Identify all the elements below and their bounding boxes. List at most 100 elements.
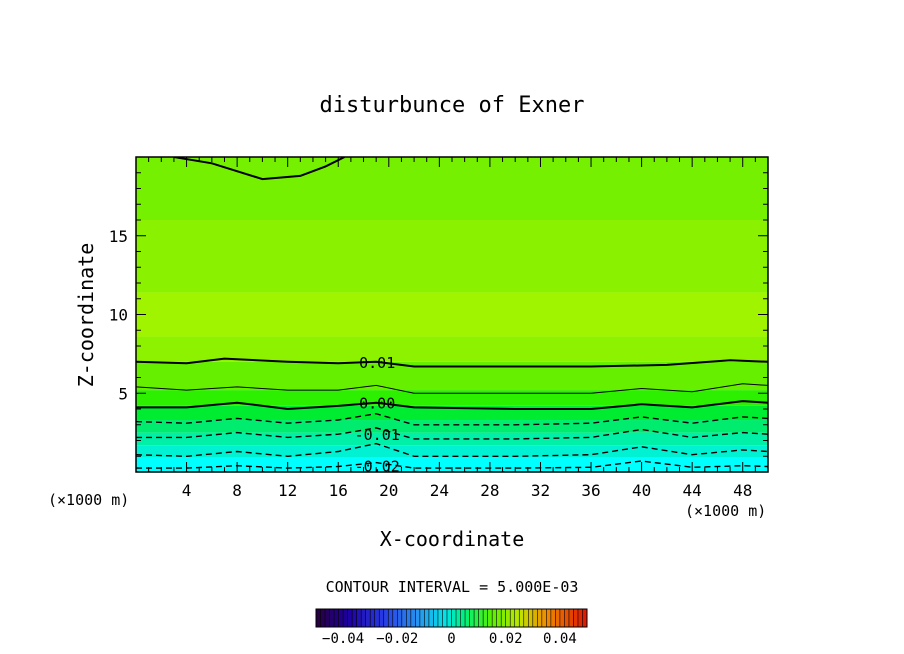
colorbar-cell bbox=[433, 609, 439, 627]
colorbar-cell bbox=[365, 609, 371, 627]
colorbar-cell bbox=[397, 609, 403, 627]
colorbar-cell bbox=[379, 609, 385, 627]
colorbar-cell bbox=[514, 609, 520, 627]
fill-band-7 bbox=[136, 336, 768, 362]
contour-line-2 bbox=[136, 383, 768, 394]
x-tick-label: 48 bbox=[733, 481, 752, 500]
colorbar-cell bbox=[564, 609, 570, 627]
colorbar-cell bbox=[460, 609, 466, 627]
colorbar-tick-label: 0.02 bbox=[489, 631, 523, 647]
fill-band-0 bbox=[136, 457, 768, 472]
x-tick-label: 32 bbox=[531, 481, 550, 500]
colorbar bbox=[315, 608, 588, 628]
x-axis-label: X-coordinate bbox=[380, 527, 525, 551]
y-axis-label: Z-coordinate bbox=[74, 243, 98, 388]
x-tick-label: 8 bbox=[232, 481, 242, 500]
colorbar-frame bbox=[315, 608, 588, 628]
fill-band-5 bbox=[136, 390, 768, 406]
colorbar-cell bbox=[559, 609, 565, 627]
colorbar-cell bbox=[437, 609, 443, 627]
colorbar-cell bbox=[523, 609, 529, 627]
colorbar-cell bbox=[487, 609, 493, 627]
colorbar-cell bbox=[555, 609, 561, 627]
contour-label-1: 0.00 bbox=[359, 395, 395, 413]
colorbar-cell bbox=[496, 609, 502, 627]
x-tick-label: 44 bbox=[683, 481, 702, 500]
contour-line-0 bbox=[173, 157, 346, 181]
y-tick-label: 15 bbox=[109, 227, 128, 246]
colorbar-cell bbox=[478, 609, 484, 627]
colorbar-cell bbox=[392, 609, 398, 627]
colorbar-cell bbox=[528, 609, 534, 627]
fill-band-8 bbox=[136, 292, 768, 337]
colorbar-cell bbox=[474, 609, 479, 627]
colorbar-cell bbox=[343, 609, 348, 627]
colorbar-cell bbox=[325, 609, 330, 627]
colorbar-cell bbox=[568, 609, 574, 627]
colorbar-cell bbox=[329, 609, 335, 627]
colorbar-cell bbox=[361, 609, 366, 627]
fill-band-1 bbox=[136, 445, 768, 458]
contour-line-3 bbox=[136, 400, 768, 411]
contour-label-0: 0.01 bbox=[359, 354, 395, 372]
y-tick-label: 10 bbox=[109, 306, 128, 325]
colorbar-tick-label: 0.04 bbox=[543, 631, 577, 647]
colorbar-cell bbox=[510, 609, 516, 627]
colorbar-tick-label: 0 bbox=[447, 631, 455, 647]
colorbar-cell bbox=[428, 609, 434, 627]
colorbar-cell bbox=[383, 609, 389, 627]
colorbar-cell bbox=[483, 609, 488, 627]
chart-title: disturbunce of Exner bbox=[320, 93, 585, 118]
colorbar-cell bbox=[446, 609, 452, 627]
colorbar-cell bbox=[356, 609, 362, 627]
colorbar-cell bbox=[532, 609, 538, 627]
contour-fill bbox=[136, 157, 768, 472]
fill-band-9 bbox=[136, 220, 768, 293]
x-tick-label: 40 bbox=[632, 481, 651, 500]
y-tick-label: 5 bbox=[118, 384, 128, 403]
colorbar-cell bbox=[546, 609, 552, 627]
colorbar-tick-label: −0.04 bbox=[322, 631, 364, 647]
colorbar-cell bbox=[370, 609, 376, 627]
colorbar-cell bbox=[347, 609, 353, 627]
fill-band-3 bbox=[136, 420, 768, 433]
x-tick-label: 16 bbox=[329, 481, 348, 500]
colorbar-cell bbox=[320, 609, 326, 627]
x-tick-label: 36 bbox=[581, 481, 600, 500]
colorbar-cell bbox=[541, 609, 547, 627]
colorbar-cell bbox=[334, 609, 339, 627]
colorbar-cell bbox=[465, 609, 470, 627]
colorbar-cell bbox=[492, 609, 497, 627]
fill-band-2 bbox=[136, 432, 768, 446]
colorbar-cell bbox=[550, 609, 556, 627]
contour-line-5 bbox=[136, 427, 768, 440]
colorbar-cell bbox=[582, 609, 588, 627]
colorbar-cell bbox=[519, 609, 525, 627]
colorbar-cell bbox=[338, 609, 344, 627]
x-tick-label: 28 bbox=[480, 481, 499, 500]
colorbar-ticks: −0.04 −0.02 0 0.02 0.04 bbox=[322, 631, 577, 647]
contour-label-3: -0.02 bbox=[355, 458, 400, 476]
colorbar-cell bbox=[442, 609, 448, 627]
contour-labels: 0.01 0.00 -0.01 -0.02 bbox=[355, 354, 400, 476]
colorbar-tick-label: −0.02 bbox=[376, 631, 418, 647]
contour-line-1 bbox=[136, 357, 768, 368]
colorbar-cell bbox=[352, 609, 357, 627]
contour-label-2: -0.01 bbox=[355, 426, 400, 444]
fill-band-10 bbox=[136, 157, 768, 220]
x-unit-label: (×1000 m) bbox=[685, 502, 766, 520]
x-tick-label: 24 bbox=[430, 481, 449, 500]
colorbar-cell bbox=[456, 609, 461, 627]
contour-interval-text: CONTOUR INTERVAL = 5.000E-03 bbox=[326, 578, 579, 596]
colorbar-cell bbox=[505, 609, 511, 627]
colorbar-cell bbox=[374, 609, 380, 627]
colorbar-cell bbox=[501, 609, 506, 627]
colorbar-cell bbox=[451, 609, 457, 627]
x-axis: 4 8 12 16 20 24 28 32 36 40 44 48 bbox=[135, 157, 769, 500]
y-unit-label: (×1000 m) bbox=[48, 491, 129, 509]
colorbar-cell bbox=[410, 609, 416, 627]
colorbar-cell bbox=[406, 609, 412, 627]
x-tick-label: 4 bbox=[182, 481, 192, 500]
colorbar-cell bbox=[419, 609, 425, 627]
